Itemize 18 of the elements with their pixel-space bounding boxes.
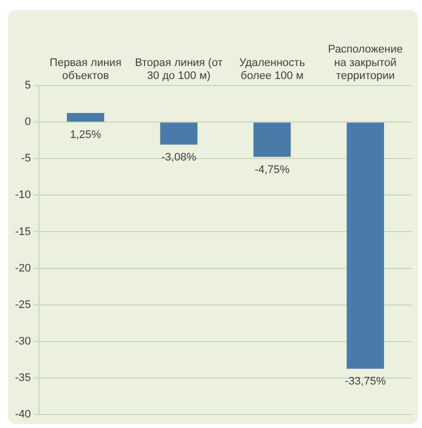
y-tick-label: -35: [14, 372, 31, 384]
y-tick-label: 0: [24, 116, 31, 128]
y-tick-label: -25: [14, 298, 31, 311]
y-tick-label: -5: [21, 152, 31, 165]
data-label: -33,75%: [344, 376, 386, 388]
y-tick-label: -10: [14, 189, 31, 202]
x-tick-label: Первая линия объектов: [50, 56, 122, 82]
data-label: -4,75%: [254, 164, 290, 176]
x-tick-label: Вторая линия (от 30 до 100 м): [135, 56, 223, 82]
y-tick-label: -15: [14, 226, 31, 238]
y-tick-label: -30: [14, 335, 31, 348]
y-tick-label: 5: [24, 80, 31, 92]
x-tick-label: Удаленность более 100 м: [239, 56, 306, 82]
x-tick-label: Расположение на закрытой территории: [328, 44, 403, 82]
data-label: -3,08%: [161, 152, 196, 164]
y-tick-label: -20: [14, 262, 31, 274]
data-label: 1,25%: [70, 129, 102, 142]
y-tick-label: -40: [14, 408, 31, 420]
